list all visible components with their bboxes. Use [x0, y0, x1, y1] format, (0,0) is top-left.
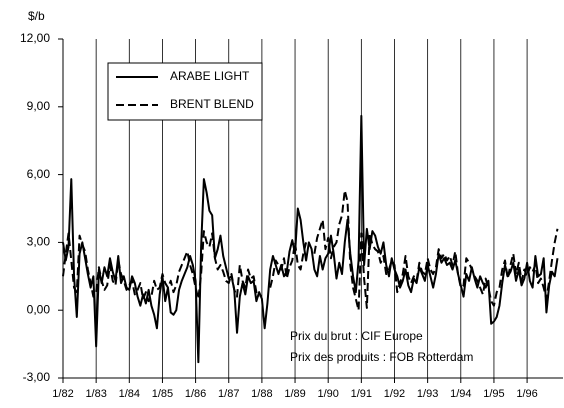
x-tick-label: 1/86 — [185, 388, 206, 400]
x-tick-label: 1/89 — [284, 388, 305, 400]
annotation: Prix du brut : CIF Europe — [290, 329, 423, 343]
y-tick-label: 12,00 — [20, 31, 50, 45]
x-tick-label: 1/94 — [450, 388, 471, 400]
y-tick-label: -3,00 — [23, 370, 51, 384]
x-tick-label: 1/90 — [317, 388, 338, 400]
x-tick-label: 1/91 — [351, 388, 372, 400]
y-tick-label: 6,00 — [27, 167, 51, 181]
x-tick-label: 1/82 — [52, 388, 73, 400]
annotation: Prix des produits : FOB Rotterdam — [290, 350, 473, 364]
legend-label: BRENT BLEND — [170, 97, 254, 111]
series-line — [62, 189, 559, 312]
x-tick-label: 1/88 — [251, 388, 272, 400]
x-tick-label: 1/96 — [516, 388, 537, 400]
x-tick-label: 1/83 — [85, 388, 106, 400]
series-line — [62, 114, 559, 364]
x-tick-label: 1/92 — [384, 388, 405, 400]
y-tick-label: 3,00 — [27, 235, 51, 249]
y-tick-label: 0,00 — [27, 302, 51, 316]
x-tick-label: 1/84 — [119, 388, 140, 400]
x-tick-label: 1/93 — [417, 388, 438, 400]
legend-label: ARABE LIGHT — [170, 69, 250, 83]
legend-box — [107, 62, 263, 121]
y-tick-label: 9,00 — [27, 99, 51, 113]
x-tick-label: 1/87 — [218, 388, 239, 400]
y-axis-label: $/b — [28, 9, 45, 23]
x-tick-label: 1/95 — [483, 388, 504, 400]
x-tick-label: 1/85 — [152, 388, 173, 400]
